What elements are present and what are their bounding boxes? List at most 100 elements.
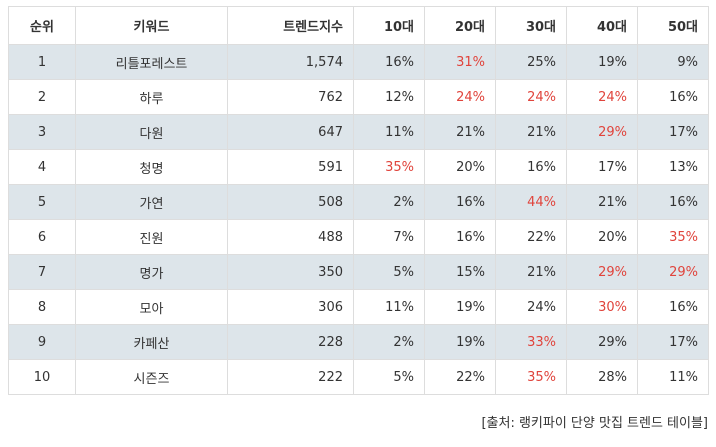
age-10s-cell: 2% [353,184,425,220]
rank-cell: 3 [8,114,76,150]
trend-index-cell: 228 [227,324,354,360]
age-20s-cell: 22% [424,359,496,395]
age-20s-cell: 20% [424,149,496,185]
rank-cell: 10 [8,359,76,395]
keyword-cell: 다원 [75,114,228,150]
age-40s-cell: 29% [566,324,638,360]
age-40s-cell: 20% [566,219,638,255]
age-30s-cell: 24% [495,79,567,115]
age-20s-cell: 16% [424,219,496,255]
trend-index-cell: 508 [227,184,354,220]
age-40s-cell: 24% [566,79,638,115]
trend-index-cell: 647 [227,114,354,150]
age-50s-cell: 11% [637,359,709,395]
age-40s-cell: 30% [566,289,638,325]
header-keyword: 키워드 [75,6,228,45]
age-10s-cell: 7% [353,219,425,255]
table-row: 10 시즌즈 222 5% 22% 35% 28% 11% [8,359,709,395]
table-row: 6 진원 488 7% 16% 22% 20% 35% [8,219,709,255]
header-age-10s: 10대 [353,6,425,45]
age-30s-cell: 22% [495,219,567,255]
keyword-cell: 시즌즈 [75,359,228,395]
age-30s-cell: 33% [495,324,567,360]
table-row: 7 명가 350 5% 15% 21% 29% 29% [8,254,709,290]
trend-index-cell: 1,574 [227,44,354,80]
age-50s-cell: 16% [637,289,709,325]
age-20s-cell: 16% [424,184,496,220]
trend-table: 순위 키워드 트렌드지수 10대 20대 30대 40대 50대 1 리틀포레스트… [8,6,709,395]
age-50s-cell: 16% [637,184,709,220]
age-40s-cell: 19% [566,44,638,80]
source-caption: [출처: 랭키파이 단양 맛집 트렌드 테이블] [481,416,708,431]
rank-cell: 2 [8,79,76,115]
age-40s-cell: 17% [566,149,638,185]
trend-index-cell: 222 [227,359,354,395]
header-age-40s: 40대 [566,6,638,45]
age-10s-cell: 11% [353,289,425,325]
table-body: 1 리틀포레스트 1,574 16% 31% 25% 19% 9% 2 하루 762 12% 24% 24… [8,44,709,395]
trend-index-cell: 591 [227,149,354,185]
header-row: 순위 키워드 트렌드지수 10대 20대 30대 40대 50대 [8,6,709,45]
table-row: 2 하루 762 12% 24% 24% 24% 16% [8,79,709,115]
rank-cell: 7 [8,254,76,290]
age-50s-cell: 17% [637,324,709,360]
table-row: 3 다원 647 11% 21% 21% 29% 17% [8,114,709,150]
trend-index-cell: 488 [227,219,354,255]
trend-index-cell: 306 [227,289,354,325]
age-50s-cell: 13% [637,149,709,185]
age-10s-cell: 35% [353,149,425,185]
rank-cell: 8 [8,289,76,325]
age-50s-cell: 29% [637,254,709,290]
trend-index-cell: 350 [227,254,354,290]
keyword-cell: 가연 [75,184,228,220]
age-50s-cell: 16% [637,79,709,115]
age-10s-cell: 16% [353,44,425,80]
table-row: 9 카페산 228 2% 19% 33% 29% 17% [8,324,709,360]
age-30s-cell: 16% [495,149,567,185]
header-age-30s: 30대 [495,6,567,45]
age-30s-cell: 21% [495,114,567,150]
keyword-cell: 모아 [75,289,228,325]
keyword-cell: 명가 [75,254,228,290]
table-row: 1 리틀포레스트 1,574 16% 31% 25% 19% 9% [8,44,709,80]
header-age-50s: 50대 [637,6,709,45]
trend-table-container: 순위 키워드 트렌드지수 10대 20대 30대 40대 50대 1 리틀포레스트… [8,6,709,395]
age-50s-cell: 35% [637,219,709,255]
age-40s-cell: 28% [566,359,638,395]
age-20s-cell: 21% [424,114,496,150]
age-30s-cell: 21% [495,254,567,290]
rank-cell: 1 [8,44,76,80]
trend-index-cell: 762 [227,79,354,115]
age-40s-cell: 21% [566,184,638,220]
age-10s-cell: 11% [353,114,425,150]
age-10s-cell: 2% [353,324,425,360]
age-10s-cell: 12% [353,79,425,115]
keyword-cell: 카페산 [75,324,228,360]
rank-cell: 5 [8,184,76,220]
age-30s-cell: 24% [495,289,567,325]
table-row: 4 청명 591 35% 20% 16% 17% 13% [8,149,709,185]
age-20s-cell: 19% [424,324,496,360]
keyword-cell: 진원 [75,219,228,255]
keyword-cell: 하루 [75,79,228,115]
rank-cell: 9 [8,324,76,360]
age-50s-cell: 9% [637,44,709,80]
rank-cell: 4 [8,149,76,185]
header-rank: 순위 [8,6,76,45]
age-10s-cell: 5% [353,254,425,290]
age-20s-cell: 31% [424,44,496,80]
age-40s-cell: 29% [566,114,638,150]
age-40s-cell: 29% [566,254,638,290]
age-10s-cell: 5% [353,359,425,395]
keyword-cell: 리틀포레스트 [75,44,228,80]
age-20s-cell: 19% [424,289,496,325]
table-row: 5 가연 508 2% 16% 44% 21% 16% [8,184,709,220]
header-trend-index: 트렌드지수 [227,6,354,45]
age-50s-cell: 17% [637,114,709,150]
header-age-20s: 20대 [424,6,496,45]
rank-cell: 6 [8,219,76,255]
age-30s-cell: 25% [495,44,567,80]
keyword-cell: 청명 [75,149,228,185]
age-20s-cell: 24% [424,79,496,115]
age-30s-cell: 35% [495,359,567,395]
